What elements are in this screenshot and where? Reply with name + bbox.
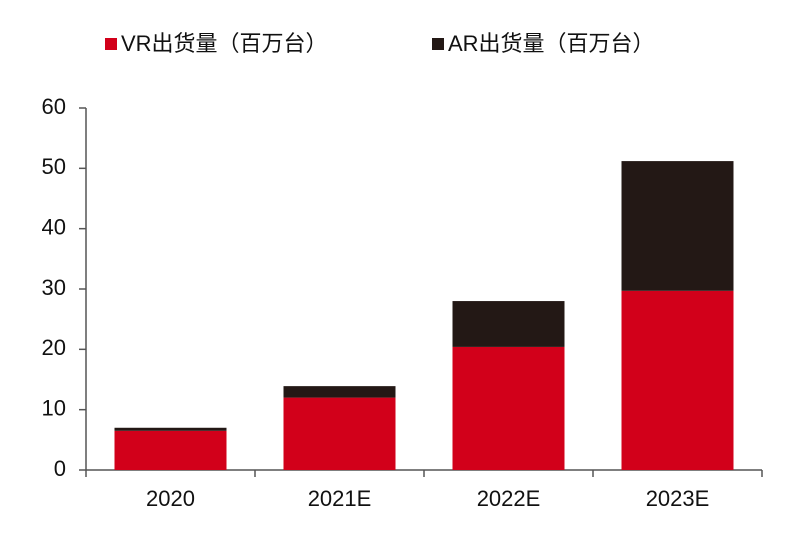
- bar-segment: [283, 386, 396, 398]
- bar-segment: [621, 290, 734, 470]
- bar-segment: [621, 161, 734, 291]
- x-tick-label: 2020: [146, 486, 195, 511]
- y-tick-label: 20: [42, 335, 66, 360]
- legend-swatch: [432, 38, 444, 50]
- bar-segment: [283, 397, 396, 470]
- legend-label: VR出货量（百万台）: [121, 31, 328, 56]
- y-tick-label: 60: [42, 94, 66, 119]
- bar-segment: [114, 427, 227, 431]
- y-tick-label: 0: [54, 456, 66, 481]
- legend-swatch: [105, 38, 117, 50]
- y-tick-label: 40: [42, 214, 66, 239]
- x-tick-label: 2022E: [477, 486, 541, 511]
- bar-segment: [452, 346, 565, 470]
- bar-segment: [452, 301, 565, 347]
- y-tick-label: 50: [42, 154, 66, 179]
- bar-segment: [114, 430, 227, 470]
- legend-label: AR出货量（百万台）: [448, 31, 655, 56]
- y-tick-label: 10: [42, 395, 66, 420]
- x-tick-label: 2023E: [646, 486, 710, 511]
- y-tick-label: 30: [42, 275, 66, 300]
- x-tick-label: 2021E: [308, 486, 372, 511]
